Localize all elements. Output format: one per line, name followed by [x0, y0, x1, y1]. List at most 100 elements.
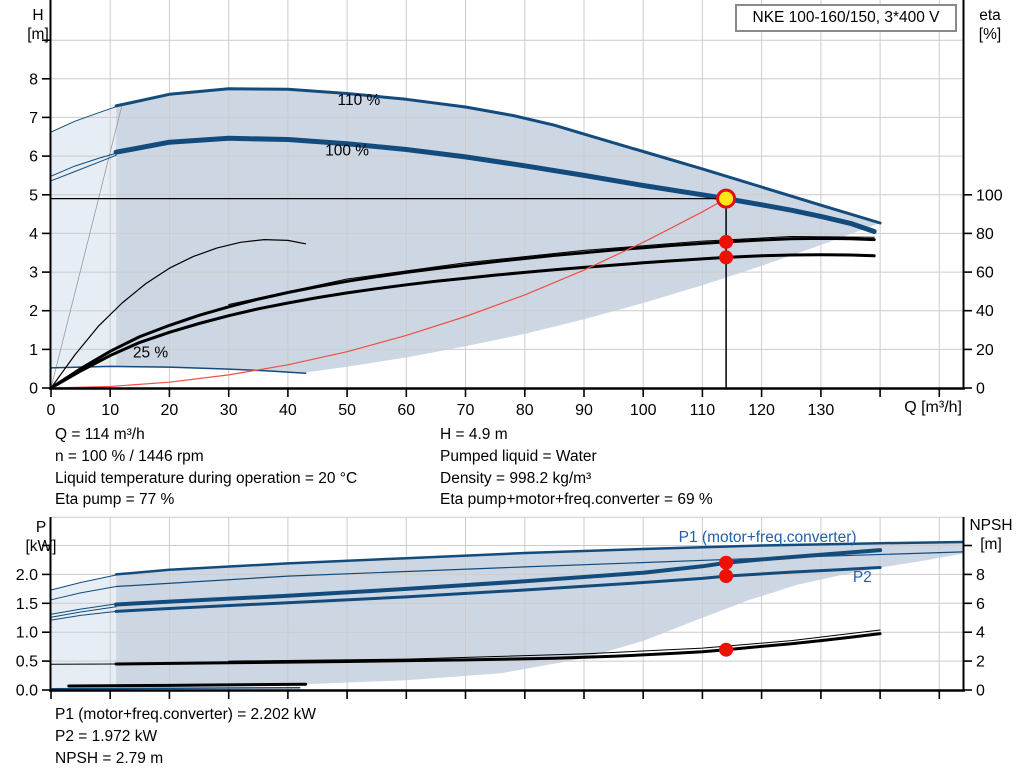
- x-tick-label: 40: [279, 402, 297, 419]
- left-tick-label: 3: [29, 265, 38, 282]
- info-q: Q = 114 m³/h: [55, 426, 145, 443]
- x-tick-label: 20: [161, 402, 179, 419]
- right-tick-label: 0: [976, 381, 985, 398]
- x-tick-label: 80: [516, 402, 534, 419]
- left-tick-label: 5: [29, 187, 38, 204]
- right-tick-label: 2: [976, 654, 985, 671]
- left-tick-label: 1: [29, 342, 38, 359]
- left-tick-label: 0: [29, 381, 38, 398]
- p1-110-curve: [114, 540, 965, 576]
- right-tick-label: 0: [976, 683, 985, 700]
- info-density: Density = 998.2 kg/m³: [440, 469, 592, 487]
- info-p1: P1 (motor+freq.converter) = 2.202 kW: [55, 706, 317, 723]
- info-temperature: Liquid temperature during operation = 20…: [55, 469, 358, 487]
- annotation-p2: P2: [853, 569, 872, 586]
- power-chart-group: 0.0 0.5 1.0 1.5 2.0 0 2 4 6 8 P1 (motor+freq.conve…: [16, 516, 985, 700]
- envelope-fan-line: [50, 104, 123, 389]
- eta-total-curve: [49, 253, 876, 390]
- p2-100-curve: [114, 566, 882, 613]
- speed-100-curve: [113, 135, 877, 234]
- right-tick-label: 40: [976, 303, 994, 320]
- p1-25-curve: [50, 686, 301, 690]
- speed-100-low-flow-b: [50, 154, 117, 182]
- pump-title: NKE 100-160/150, 3*400 V: [752, 9, 940, 26]
- eta-pump-thin-companion: [228, 236, 875, 305]
- operating-envelope: [116, 88, 881, 373]
- pump-title-box: NKE 100-160/150, 3*400 V: [735, 4, 957, 32]
- x-tick-label: 10: [101, 402, 119, 419]
- info-h: H = 4.9 m: [440, 426, 508, 443]
- x-tick-label: 100: [630, 402, 657, 419]
- right-tick-label: 8: [976, 567, 985, 584]
- right-tick-label: 100: [976, 187, 1003, 204]
- eta-total-point: [719, 250, 734, 265]
- left-tick-label: 8: [29, 71, 38, 88]
- annotation-25-: 25 %: [133, 344, 169, 361]
- speed-110-low-flow: [50, 104, 123, 133]
- speed-110-curve: [114, 87, 882, 225]
- left-tick-label: 7: [29, 110, 38, 127]
- power-envelope: [116, 542, 964, 689]
- p2-point: [719, 569, 734, 583]
- left-tick-label: 0.0: [16, 683, 38, 700]
- x-tick-label: 60: [397, 402, 415, 419]
- right-tick-label: 20: [976, 342, 994, 359]
- x-tick-label: 130: [808, 402, 835, 419]
- x-tick-label: 90: [575, 402, 593, 419]
- npsh-point: [719, 642, 734, 657]
- q-axis-title: Q [m³/h]: [904, 399, 962, 416]
- h-axis-title: H [m]: [27, 7, 49, 43]
- left-tick-label: 4: [29, 226, 38, 243]
- duty-point-marker: [716, 188, 737, 209]
- system-curve: [50, 198, 727, 389]
- p-axis-title: P [kW]: [25, 519, 57, 555]
- info-speed: n = 100 % / 1446 rpm: [55, 447, 204, 465]
- right-tick-label: 4: [976, 625, 985, 642]
- left-tick-label: 1.5: [16, 596, 38, 613]
- speed-25-curve: [50, 365, 307, 375]
- power-envelope-light: [51, 574, 117, 689]
- left-tick-label: 2.0: [16, 567, 38, 584]
- duty-info-left: Q = 114 m³/h n = 100 % / 1446 rpm Liquid…: [55, 424, 357, 511]
- p1-100-low-flow-b: [50, 606, 117, 618]
- p1-110-low-flow: [50, 574, 117, 591]
- x-tick-label: 0: [47, 402, 56, 419]
- operating-envelope-light: [51, 105, 117, 368]
- p1-100-curve: [114, 548, 883, 607]
- right-tick-label: 80: [976, 226, 994, 243]
- left-tick-label: 1.0: [16, 625, 38, 642]
- x-tick-label: 120: [748, 402, 775, 419]
- x-tick-label: 50: [338, 402, 356, 419]
- p2-25-curve: [67, 682, 308, 688]
- npsh-thin-companion: [228, 629, 881, 662]
- info-eta-pump: Eta pump = 77 %: [55, 491, 175, 509]
- annotation-100-: 100 %: [325, 143, 369, 160]
- p1-100-low-flow-a: [50, 603, 117, 615]
- info-liquid: Pumped liquid = Water: [440, 447, 597, 465]
- right-tick-label: 6: [976, 596, 985, 613]
- annotation-p1-motor-freq-converter-: P1 (motor+freq.converter): [679, 529, 857, 546]
- eta-25-curve: [50, 239, 307, 389]
- eta-pump-curve: [49, 236, 876, 390]
- info-p2: P2 = 1.972 kW: [55, 728, 158, 745]
- eta-axis-title: eta [%]: [978, 7, 1002, 43]
- p2-100-low-flow: [50, 610, 117, 621]
- npsh-axis-title: NPSH [m]: [969, 517, 1013, 553]
- power-info: P1 (motor+freq.converter) = 2.202 kW P2 …: [55, 704, 316, 770]
- info-npsh: NPSH = 2.79 m: [55, 750, 164, 767]
- eta-pump-point: [719, 234, 734, 249]
- x-tick-label: 70: [457, 402, 475, 419]
- duty-info-right: H = 4.9 m Pumped liquid = Water Density …: [440, 424, 713, 511]
- annotation-110-: 110 %: [337, 92, 380, 109]
- left-tick-label: 2: [29, 303, 38, 320]
- left-tick-label: 0.5: [16, 654, 38, 671]
- p2-110-low-flow: [50, 586, 117, 601]
- p2-110-curve: [115, 551, 964, 588]
- x-tick-label: 30: [220, 402, 238, 419]
- right-tick-label: 60: [976, 265, 994, 282]
- speed-100-low-flow-a: [50, 151, 123, 177]
- left-tick-label: 6: [29, 149, 38, 166]
- x-tick-label: 110: [690, 402, 716, 419]
